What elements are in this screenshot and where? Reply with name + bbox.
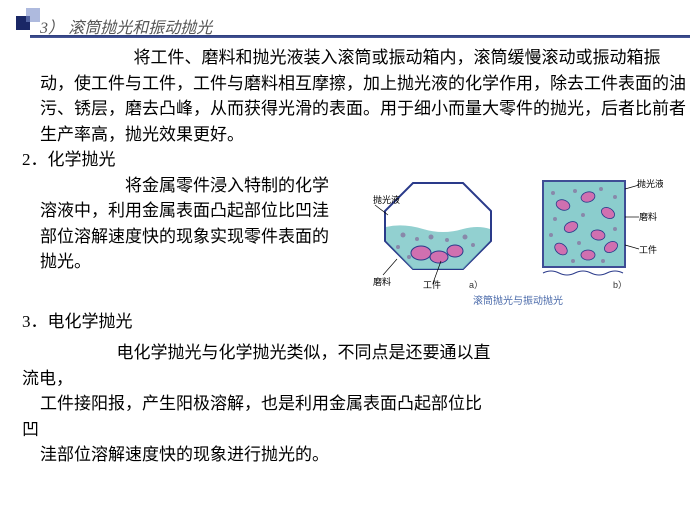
document-body: 3） 滚筒抛光和振动抛光 将工件、磨料和抛光液装入滚筒或振动箱内，滚筒缓慢滚动或…: [40, 15, 686, 468]
label-workpiece: 工件: [423, 279, 441, 290]
section-2-body: 将金属零件浸入特制的化学溶液中，利用金属表面凸起部位比凹洼部位溶解速度快的现象实…: [40, 173, 686, 309]
section-number: 3．: [22, 312, 48, 331]
sub-b: b）: [613, 280, 627, 290]
section-2-header: 2．化学抛光: [22, 147, 686, 173]
section-number: 2．: [22, 150, 48, 169]
square-accent: [26, 8, 40, 22]
label-abrasive: 磨料: [639, 211, 657, 222]
label-workpiece: 工件: [639, 244, 657, 255]
sub-a: a）: [469, 280, 483, 290]
paragraph-1: 将工件、磨料和抛光液装入滚筒或振动箱内，滚筒缓慢滚动或振动箱振动，使工件与工件，…: [40, 45, 686, 147]
item-title: 滚筒抛光和振动抛光: [68, 20, 212, 37]
subsection-header: 3） 滚筒抛光和振动抛光: [40, 15, 686, 41]
paragraph-3b: 流电，: [22, 366, 686, 392]
section-title: 化学抛光: [48, 150, 116, 169]
figure: 抛光液 磨料 工件 a）: [350, 173, 686, 309]
section-3-header: 3．电化学抛光: [22, 309, 686, 335]
item-number: 3）: [40, 20, 64, 37]
paragraph-3d: 凹: [22, 417, 686, 443]
paragraph-3a: 电化学抛光与化学抛光类似，不同点是还要通以直: [40, 340, 686, 366]
paragraph-2: 将金属零件浸入特制的化学溶液中，利用金属表面凸起部位比凹洼部位溶解速度快的现象实…: [40, 173, 340, 309]
diagrams-row: 抛光液 磨料 工件 a）: [373, 175, 663, 290]
label-liquid: 抛光液: [637, 178, 663, 189]
section-title: 电化学抛光: [48, 312, 133, 331]
diagram-a-drum: 抛光液 磨料 工件 a）: [373, 175, 503, 290]
label-abrasive: 磨料: [373, 276, 391, 287]
label-liquid: 抛光液: [373, 194, 400, 205]
paragraph-3c: 工件接阳报，产生阳极溶解，也是利用金属表面凸起部位比: [40, 391, 686, 417]
diagram-b-vibration: 抛光液 磨料 工件 b）: [533, 175, 663, 290]
paragraph-3e: 洼部位溶解速度快的现象进行抛光的。: [40, 442, 686, 468]
figure-caption: 滚筒抛光与振动抛光: [473, 294, 563, 309]
